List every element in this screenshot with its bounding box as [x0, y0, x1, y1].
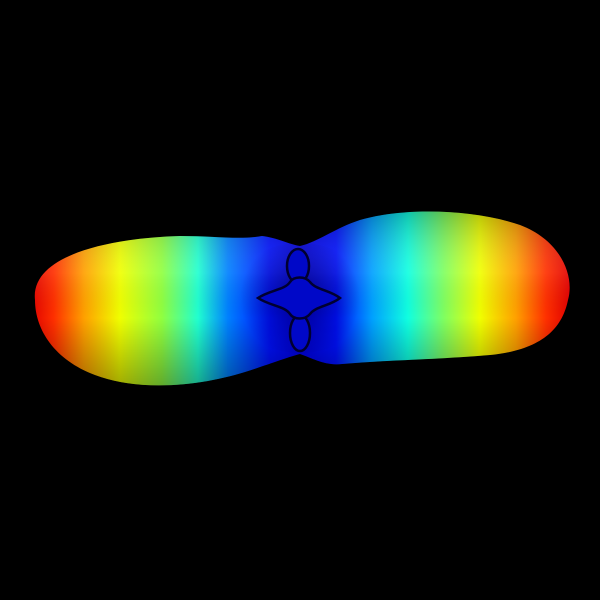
center-cross [255, 276, 343, 320]
central-lobes [255, 247, 343, 353]
lower-lobe [288, 313, 312, 353]
